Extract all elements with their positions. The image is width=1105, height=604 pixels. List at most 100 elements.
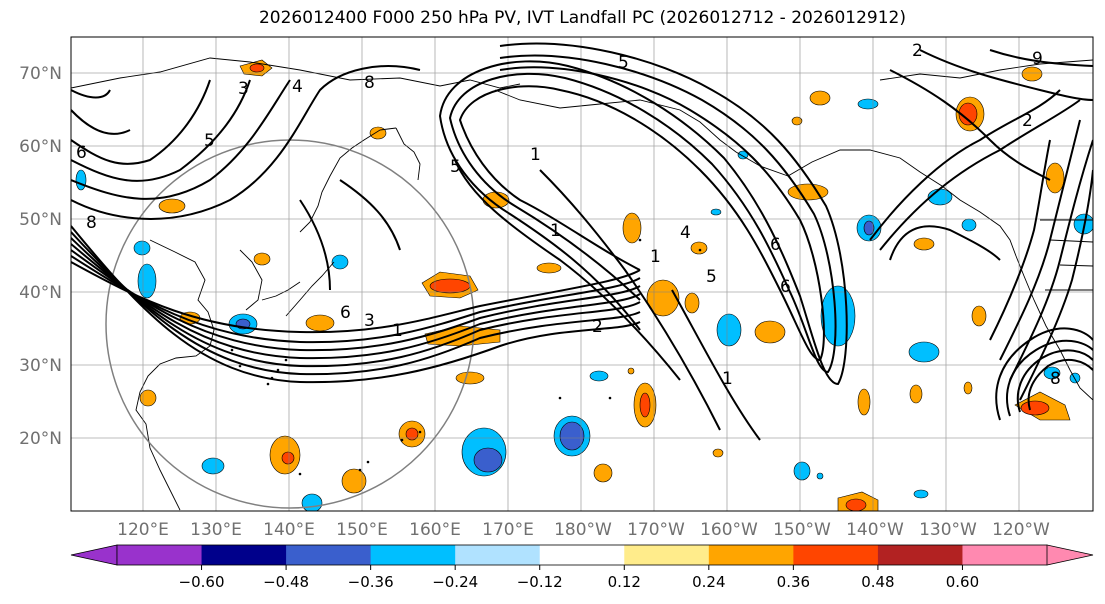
lon-label: 140°W — [846, 520, 904, 540]
positive-anomaly — [913, 237, 935, 251]
positive-anomaly — [646, 279, 680, 317]
positive-anomaly — [1020, 400, 1050, 416]
lon-label: 130°E — [190, 520, 242, 540]
lon-label: 150°E — [336, 520, 388, 540]
positive-anomaly — [963, 381, 973, 395]
negative-anomaly — [737, 150, 749, 160]
positive-anomaly — [845, 498, 867, 511]
contour-label: 1 — [650, 247, 661, 267]
positive-anomaly — [1021, 66, 1043, 82]
positive-anomaly — [305, 314, 335, 332]
negative-anomaly — [559, 421, 585, 451]
contour-label: 2 — [912, 41, 923, 61]
map-frame — [70, 36, 1094, 512]
lat-label: 70°N — [19, 64, 62, 84]
positive-anomaly — [158, 198, 186, 214]
lon-label: 120°E — [117, 520, 169, 540]
positive-anomaly — [958, 102, 978, 126]
lon-label: 160°W — [700, 520, 758, 540]
colorbar-tick-label: −0.36 — [348, 573, 394, 591]
negative-anomaly — [857, 98, 879, 110]
lat-label: 40°N — [19, 283, 62, 303]
lat-label: 30°N — [19, 356, 62, 376]
negative-anomaly — [961, 218, 977, 232]
positive-anomaly — [754, 320, 786, 344]
colorbar-segment — [793, 545, 879, 565]
colorbar-segment — [286, 545, 372, 565]
lat-label: 50°N — [19, 210, 62, 230]
negative-anomaly — [816, 472, 824, 480]
colorbar-segment — [962, 545, 1048, 565]
lon-label: 150°W — [773, 520, 831, 540]
negative-anomaly — [820, 285, 856, 347]
colorbar-frame — [116, 544, 1048, 566]
contour-label: 3 — [364, 311, 375, 331]
positive-anomaly — [791, 116, 803, 126]
positive-anomaly — [341, 468, 367, 494]
negative-anomaly — [863, 220, 875, 236]
gridlines — [71, 37, 1093, 511]
contour-label: 6 — [770, 235, 781, 255]
negative-anomaly — [75, 169, 87, 191]
negative-anomaly — [331, 254, 349, 270]
lon-label: 120°W — [992, 520, 1050, 540]
negative-anomaly — [201, 457, 225, 475]
lat-label: 60°N — [19, 137, 62, 157]
colorbar-segment — [877, 545, 963, 565]
contour-label: 6 — [76, 143, 87, 163]
lon-label: 160°E — [409, 520, 461, 540]
positive-anomaly — [622, 212, 642, 244]
positive-anomaly — [281, 451, 295, 465]
positive-anomaly — [369, 126, 387, 140]
lon-label: 180°W — [554, 520, 612, 540]
contour-label: 5 — [706, 267, 717, 287]
map-title: 2026012400 F000 250 hPa PV, IVT Landfall… — [258, 8, 906, 28]
contour-label: 5 — [450, 157, 461, 177]
colorbar-segment — [708, 545, 794, 565]
colorbar-tick-label: 0.24 — [692, 573, 725, 591]
negative-anomaly — [473, 447, 503, 473]
colorbar-tick-label: 0.48 — [861, 573, 894, 591]
contour-label: 1 — [550, 221, 561, 241]
contour-label: 5 — [204, 131, 215, 151]
contour-label: 8 — [364, 73, 375, 93]
colorbar-segment — [117, 545, 203, 565]
colorbar-tick-label: −0.24 — [432, 573, 478, 591]
positive-anomaly — [857, 388, 871, 416]
negative-anomaly — [793, 461, 811, 481]
positive-anomaly — [639, 392, 651, 418]
contour-label: 3 — [238, 79, 249, 99]
contour-label: 6 — [780, 277, 791, 297]
colorbar-segment — [539, 545, 625, 565]
positive-anomaly — [593, 463, 613, 483]
positive-anomaly — [627, 367, 635, 375]
positive-anomaly — [253, 252, 271, 266]
positive-anomaly — [1045, 162, 1065, 194]
positive-anomaly — [536, 262, 562, 274]
contour-label: 1 — [392, 321, 403, 341]
contour-labels: 5 2 3 4 8 5 6 8 5 1 1 4 1 6 3 1 2 5 6 6 … — [76, 41, 1061, 389]
negative-anomaly — [1069, 372, 1081, 384]
lon-label: 170°W — [627, 520, 685, 540]
negative-anomaly — [1043, 366, 1061, 380]
positive-anomaly — [809, 90, 831, 106]
lat-label: 20°N — [19, 429, 62, 449]
contour-label: 6 — [340, 303, 351, 323]
island-chain — [230, 238, 702, 476]
positive-anomaly — [909, 384, 923, 404]
contour-label: 4 — [292, 77, 303, 97]
negative-anomaly — [133, 240, 151, 256]
lon-label: 170°E — [482, 520, 534, 540]
positive-anomaly — [429, 278, 471, 294]
colorbar-segment — [624, 545, 710, 565]
contour-label: 9 — [1032, 49, 1043, 69]
lon-label: 140°E — [263, 520, 315, 540]
colorbar-tick-label: −0.48 — [263, 573, 309, 591]
positive-anomaly — [455, 371, 485, 385]
colorbar-segment — [455, 545, 541, 565]
latitude-labels: 70°N 60°N 50°N 40°N 30°N 20°N — [19, 64, 62, 449]
positive-anomaly — [684, 292, 700, 314]
positive-anomaly — [405, 427, 419, 441]
negative-anomaly — [716, 313, 742, 347]
